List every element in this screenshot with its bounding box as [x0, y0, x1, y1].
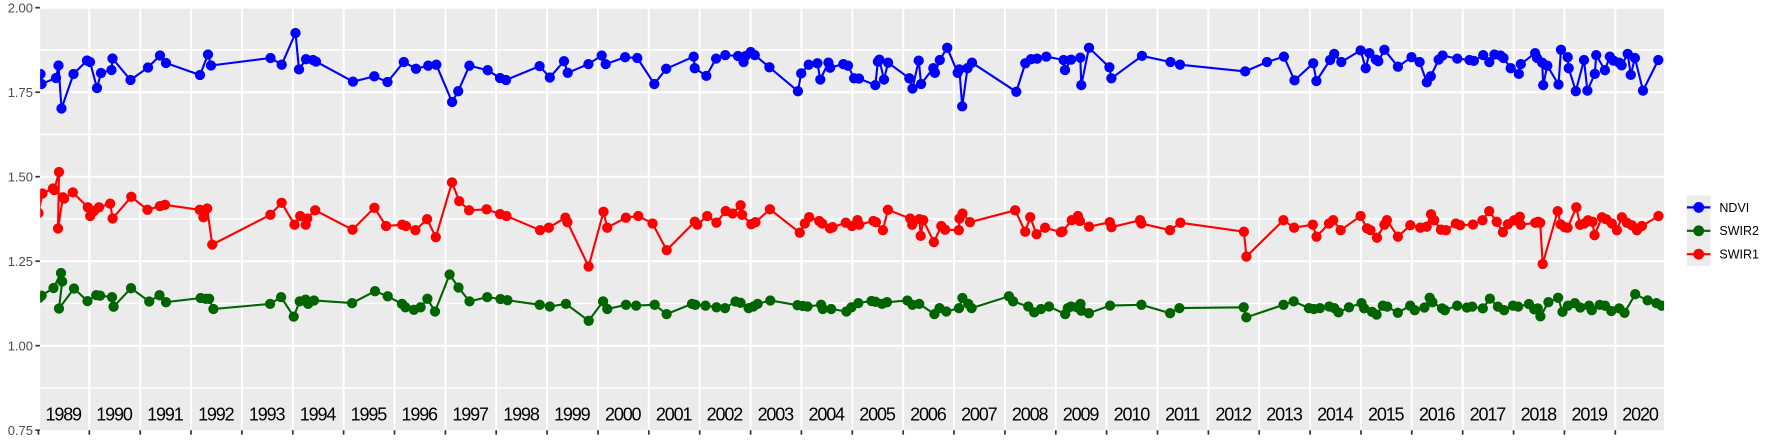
svg-text:1998: 1998	[503, 405, 540, 425]
svg-text:NDVI: NDVI	[1719, 201, 1749, 215]
svg-text:2006: 2006	[910, 405, 947, 425]
svg-text:2015: 2015	[1368, 405, 1405, 425]
svg-text:1997: 1997	[452, 405, 489, 425]
svg-text:2010: 2010	[1114, 405, 1151, 425]
svg-text:1.50: 1.50	[8, 169, 33, 184]
svg-text:1992: 1992	[198, 405, 235, 425]
svg-text:1990: 1990	[96, 405, 133, 425]
svg-text:2003: 2003	[758, 405, 795, 425]
svg-text:2019: 2019	[1571, 405, 1608, 425]
svg-text:1996: 1996	[401, 405, 438, 425]
svg-text:SWIR2: SWIR2	[1719, 224, 1759, 238]
svg-text:2004: 2004	[808, 405, 845, 425]
svg-text:2.00: 2.00	[8, 0, 33, 15]
svg-text:2011: 2011	[1165, 405, 1200, 425]
svg-text:0.75: 0.75	[8, 423, 33, 438]
svg-text:1994: 1994	[300, 405, 337, 425]
svg-text:2020: 2020	[1622, 405, 1659, 425]
svg-text:2017: 2017	[1470, 405, 1507, 425]
svg-text:SWIR1: SWIR1	[1719, 248, 1759, 262]
svg-text:1989: 1989	[45, 405, 82, 425]
svg-text:1.75: 1.75	[8, 85, 33, 100]
svg-text:2013: 2013	[1266, 405, 1303, 425]
svg-text:1.25: 1.25	[8, 254, 33, 269]
svg-text:2012: 2012	[1215, 405, 1252, 425]
svg-text:2009: 2009	[1063, 405, 1100, 425]
svg-text:1.00: 1.00	[8, 338, 33, 353]
svg-text:2008: 2008	[1012, 405, 1049, 425]
svg-text:1995: 1995	[351, 405, 388, 425]
svg-text:1991: 1991	[147, 405, 184, 425]
svg-text:2016: 2016	[1419, 405, 1456, 425]
svg-text:2002: 2002	[707, 405, 744, 425]
svg-text:2000: 2000	[605, 405, 642, 425]
svg-text:2007: 2007	[961, 405, 998, 425]
svg-text:1993: 1993	[249, 405, 286, 425]
svg-text:2018: 2018	[1521, 405, 1558, 425]
svg-text:2001: 2001	[656, 405, 693, 425]
svg-text:1999: 1999	[554, 405, 591, 425]
svg-text:2005: 2005	[859, 405, 896, 425]
svg-text:2014: 2014	[1317, 405, 1354, 425]
